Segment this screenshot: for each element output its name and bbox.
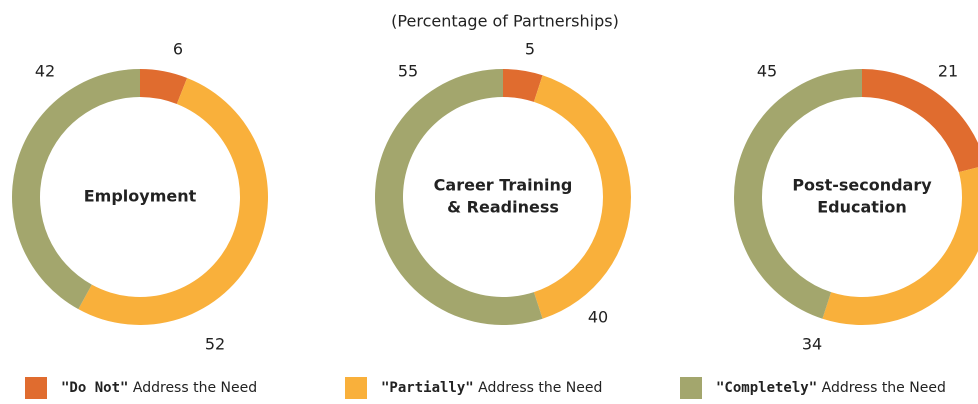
value-label: 45 — [757, 62, 777, 81]
donut-segment — [822, 167, 978, 325]
donut-segment — [862, 69, 978, 173]
value-label: 5 — [525, 40, 535, 59]
value-label: 42 — [35, 62, 55, 81]
value-label: 55 — [398, 62, 418, 81]
legend-swatch — [345, 377, 367, 399]
legend-entry: "Partially" Address the Need — [381, 380, 602, 396]
value-label: 52 — [205, 335, 225, 354]
legend-emphasis: "Partially" — [381, 380, 474, 396]
donut-title: Post-secondary — [792, 176, 932, 195]
value-label: 40 — [588, 308, 608, 327]
donut-segment — [375, 69, 543, 325]
donut-title: Career Training — [434, 176, 573, 195]
donut-segment — [140, 69, 188, 105]
donut-segment — [11, 69, 141, 310]
legend-entry: "Do Not" Address the Need — [61, 380, 257, 396]
donut-title: Education — [817, 198, 907, 217]
donut-segment — [533, 75, 631, 319]
donut-segment — [78, 77, 268, 325]
subtitle: (Percentage of Partnerships) — [391, 12, 619, 31]
donut-segment — [503, 69, 543, 102]
donut-title: & Readiness — [447, 198, 559, 217]
legend-label: Address the Need — [133, 380, 257, 396]
legend-emphasis: "Do Not" — [61, 380, 128, 396]
legend-label: Address the Need — [822, 380, 946, 396]
value-label: 21 — [938, 62, 958, 81]
legend-entry: "Completely" Address the Need — [716, 380, 946, 396]
legend-emphasis: "Completely" — [716, 380, 817, 396]
legend-swatch — [680, 377, 702, 399]
value-label: 6 — [173, 40, 183, 59]
legend-swatch — [25, 377, 47, 399]
value-label: 34 — [802, 335, 822, 354]
legend-label: Address the Need — [478, 380, 602, 396]
donut-segment — [734, 69, 862, 319]
donut-title: Employment — [84, 187, 197, 206]
